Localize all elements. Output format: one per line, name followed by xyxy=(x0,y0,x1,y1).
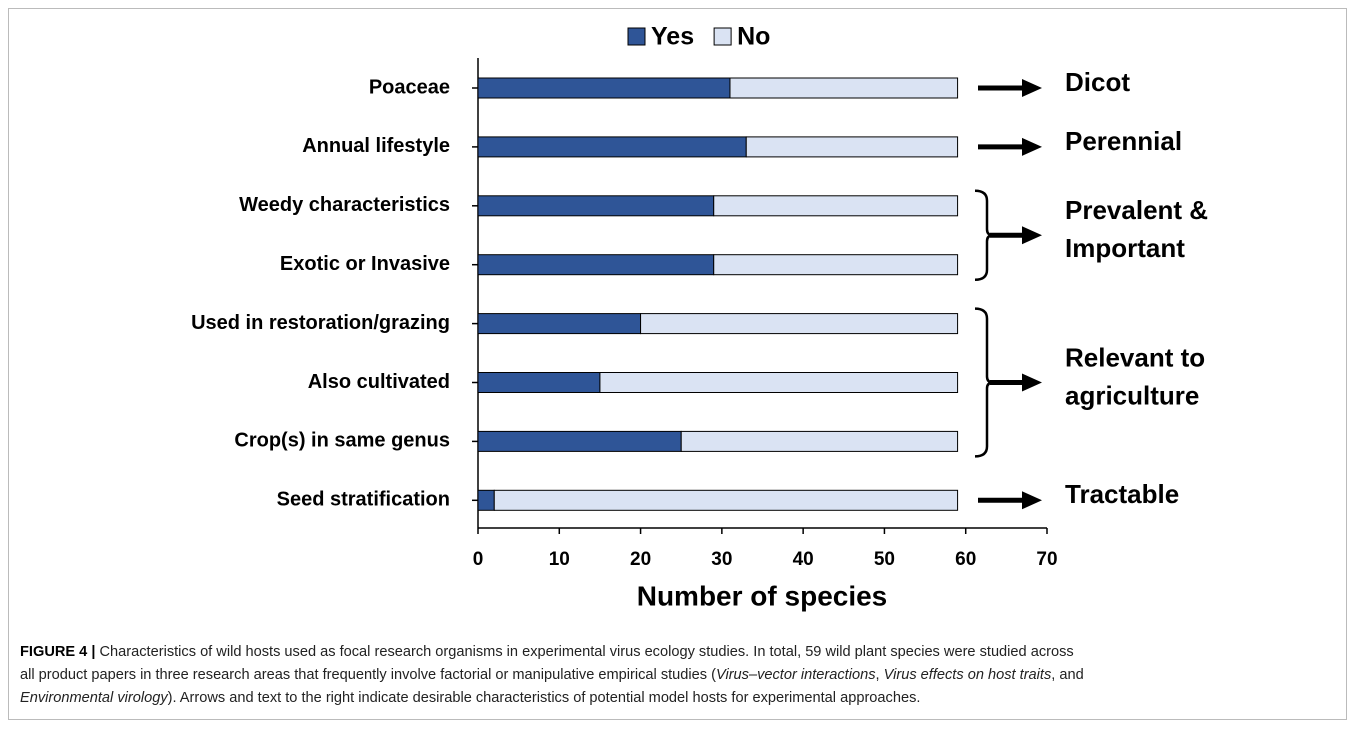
bar-segment xyxy=(640,313,959,335)
y-tick-label: Used in restoration/grazing xyxy=(191,312,450,334)
y-tick-label: Crop(s) in same genus xyxy=(234,430,450,452)
x-tick-label: 40 xyxy=(793,549,814,570)
caption-segment: Environmental virology xyxy=(20,690,169,706)
x-tick-label: 70 xyxy=(1036,549,1057,570)
x-tick-label: 60 xyxy=(955,549,976,570)
bar-segment xyxy=(477,489,495,511)
annotation-text: agriculture xyxy=(1065,380,1199,410)
bar-segment xyxy=(680,430,959,452)
legend-label: No xyxy=(737,23,770,51)
bar-segment xyxy=(477,430,682,452)
bar-segment xyxy=(745,136,959,158)
x-tick-label: 20 xyxy=(630,549,651,570)
caption-label: FIGURE 4 | xyxy=(20,644,95,660)
caption-line: FIGURE 4 | Characteristics of wild hosts… xyxy=(20,644,1074,660)
bar-segment xyxy=(713,254,959,276)
caption-segment: ). Arrows and text to the right indicate… xyxy=(168,690,921,706)
bar-segment xyxy=(477,254,715,276)
bar-segment xyxy=(477,195,715,217)
x-axis-title: Number of species xyxy=(637,580,888,611)
x-tick-label: 50 xyxy=(874,549,895,570)
caption-line: Environmental virology). Arrows and text… xyxy=(20,690,920,706)
y-tick-label: Exotic or Invasive xyxy=(280,253,450,275)
y-tick-label: Also cultivated xyxy=(308,371,450,393)
bar-segment xyxy=(599,372,959,393)
bar-segment xyxy=(477,77,731,99)
x-tick-label: 0 xyxy=(473,549,484,570)
arrow-head xyxy=(1022,491,1042,510)
legend-swatch xyxy=(713,27,732,46)
y-tick-label: Annual lifestyle xyxy=(302,135,450,157)
arrow-head xyxy=(1022,137,1042,156)
bar-segment xyxy=(477,313,642,335)
caption-segment: , xyxy=(876,667,884,683)
figure-frame xyxy=(8,8,1347,720)
caption-segment: Characteristics of wild hosts used as fo… xyxy=(95,644,1073,660)
arrow-head xyxy=(1022,373,1042,392)
caption-segment: , and xyxy=(1051,667,1083,683)
x-tick-label: 10 xyxy=(549,549,570,570)
arrow-head xyxy=(1022,79,1042,97)
annotation-text: Dicot xyxy=(1065,67,1130,97)
legend-label: Yes xyxy=(651,23,694,51)
bar-segment xyxy=(477,136,747,158)
legend-swatch xyxy=(627,27,646,46)
caption-segment: Virus effects on host traits xyxy=(884,667,1052,683)
annotation-text: Tractable xyxy=(1065,479,1179,509)
y-tick-label: Seed stratification xyxy=(277,489,450,511)
bar-segment xyxy=(713,195,959,217)
caption-segment: all product papers in three research are… xyxy=(20,667,716,683)
arrow-head xyxy=(1022,226,1042,245)
bar-segment xyxy=(477,372,601,393)
y-tick-label: Poaceae xyxy=(369,76,450,98)
annotation-text: Prevalent & xyxy=(1065,195,1208,225)
annotation-text: Important xyxy=(1065,233,1185,263)
bar-segment xyxy=(729,77,959,99)
x-tick-label: 30 xyxy=(711,549,732,570)
bar-segment xyxy=(493,489,959,511)
annotation-text: Perennial xyxy=(1065,126,1182,156)
y-tick-label: Weedy characteristics xyxy=(239,194,450,216)
annotation-text: Relevant to xyxy=(1065,342,1205,372)
caption-segment: Virus–vector interactions xyxy=(716,667,876,683)
caption-line: all product papers in three research are… xyxy=(20,667,1084,683)
